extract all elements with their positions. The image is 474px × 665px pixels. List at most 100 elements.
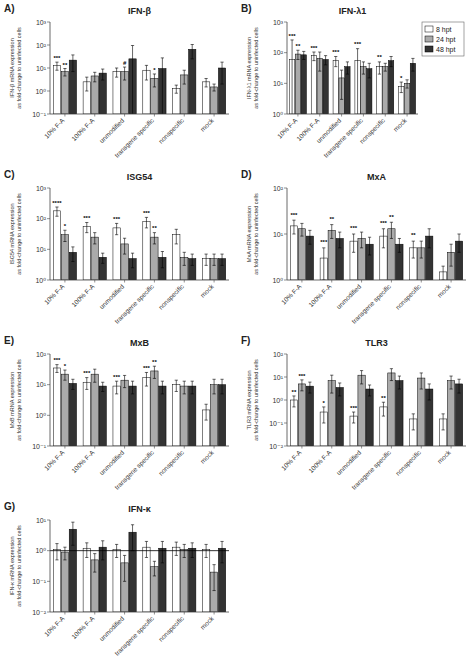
error-bar xyxy=(340,70,343,99)
error-bar xyxy=(442,266,445,280)
x-tick-label: mock xyxy=(436,282,452,298)
x-tick-label: transgene specific xyxy=(113,282,156,325)
error-bar xyxy=(412,414,415,430)
bar xyxy=(202,549,209,612)
plot-area xyxy=(53,207,225,280)
error-bar xyxy=(115,223,118,234)
error-bar xyxy=(420,241,423,258)
bar xyxy=(53,368,60,446)
error-bar xyxy=(338,232,341,248)
x-tick xyxy=(64,114,65,117)
significance-label: *** xyxy=(350,225,358,231)
y-tick-label: 10³ xyxy=(36,185,47,192)
plot-area xyxy=(289,40,415,114)
legend-swatch xyxy=(425,46,433,52)
error-bar xyxy=(212,379,215,394)
error-bar xyxy=(71,522,74,545)
error-bar xyxy=(85,222,88,232)
significance-label: * xyxy=(64,363,67,369)
error-bar xyxy=(368,63,371,78)
error-bar xyxy=(352,234,355,252)
x-axis-line xyxy=(50,446,229,447)
bar xyxy=(306,386,313,446)
error-bar xyxy=(296,50,299,59)
y-tick-label: 10⁰ xyxy=(35,88,46,95)
bar xyxy=(53,211,60,280)
x-tick-label: 10% F-A xyxy=(43,282,66,305)
significance-label: ** xyxy=(381,395,386,401)
y-tick xyxy=(47,520,50,521)
significance-label: ** xyxy=(389,214,394,220)
error-bar xyxy=(292,396,295,407)
x-tick-label: 100% F-A xyxy=(70,282,96,308)
error-bar xyxy=(101,541,104,560)
y-tick xyxy=(47,249,50,250)
y-axis-label-line: as fold-change to uninfected cells xyxy=(253,359,259,441)
bar xyxy=(383,67,388,114)
error-bar xyxy=(131,46,134,114)
y-axis-label-line: as fold-change to uninfected cells xyxy=(16,359,22,441)
y-tick xyxy=(284,423,287,424)
significance-label: *** xyxy=(290,212,298,218)
significance-label: *** xyxy=(320,239,328,245)
error-bar xyxy=(123,238,126,254)
y-axis-label-line: IFN-λ1 mRNA expression xyxy=(246,37,252,99)
y-tick-label: 10⁰ xyxy=(272,397,283,404)
bar xyxy=(301,55,306,114)
bar xyxy=(295,54,300,114)
significance-label: *** xyxy=(83,370,91,376)
error-bar xyxy=(205,404,208,420)
error-bar xyxy=(153,233,156,244)
error-bar xyxy=(220,62,223,84)
x-tick-label: nonspecific xyxy=(157,282,186,311)
x-tick-label: 100% F-A xyxy=(307,448,333,474)
significance-label: ** xyxy=(329,216,334,222)
significance-label: ** xyxy=(292,389,297,395)
bar xyxy=(99,386,106,446)
x-tick xyxy=(184,114,185,117)
x-tick-label: transgene specific xyxy=(113,448,156,491)
error-bar xyxy=(123,375,126,387)
y-tick-label: 10⁰ xyxy=(272,111,283,118)
x-tick-label: mock xyxy=(392,116,408,132)
x-tick-label: nonspecific xyxy=(394,448,423,477)
error-bar xyxy=(115,68,118,77)
bar xyxy=(189,386,196,446)
plot-area xyxy=(290,220,462,280)
y-axis-label-line: as fold-change to uninfected cells xyxy=(253,193,259,275)
panel-label: F) xyxy=(241,335,250,346)
significance-label: *** xyxy=(113,374,121,380)
x-tick xyxy=(184,446,185,449)
error-bar xyxy=(428,229,431,248)
y-axis-line xyxy=(287,22,288,114)
error-bar xyxy=(302,51,305,59)
y-tick xyxy=(284,83,287,84)
error-bar xyxy=(220,379,223,394)
bar xyxy=(61,374,68,446)
x-tick xyxy=(94,446,95,449)
error-bar xyxy=(63,230,66,241)
bar xyxy=(311,56,316,114)
x-tick-label: unmodified xyxy=(98,116,126,144)
error-bar xyxy=(324,56,327,65)
error-bar xyxy=(330,225,333,239)
x-tick xyxy=(214,280,215,283)
error-bar xyxy=(71,247,74,262)
x-tick xyxy=(154,280,155,283)
y-axis-label-line: ISG54 mRNA expression xyxy=(9,203,15,264)
error-bar xyxy=(346,62,349,74)
bar xyxy=(113,386,120,446)
x-tick-label: 10% F-A xyxy=(280,282,303,305)
panel: A)IFN-βIFN-β mRNA expressionas fold-chan… xyxy=(4,3,229,159)
y-axis-line xyxy=(50,354,51,446)
bar xyxy=(143,378,150,446)
significance-label: ** xyxy=(377,54,382,60)
x-axis-line xyxy=(287,114,418,115)
error-bar xyxy=(212,84,215,91)
error-bar xyxy=(205,254,208,265)
error-bar xyxy=(183,70,186,84)
error-bar xyxy=(131,381,134,394)
error-bar xyxy=(115,544,118,557)
x-tick-label: 10% F-A xyxy=(43,448,66,471)
x-tick-label: 100% F-A xyxy=(307,282,333,308)
